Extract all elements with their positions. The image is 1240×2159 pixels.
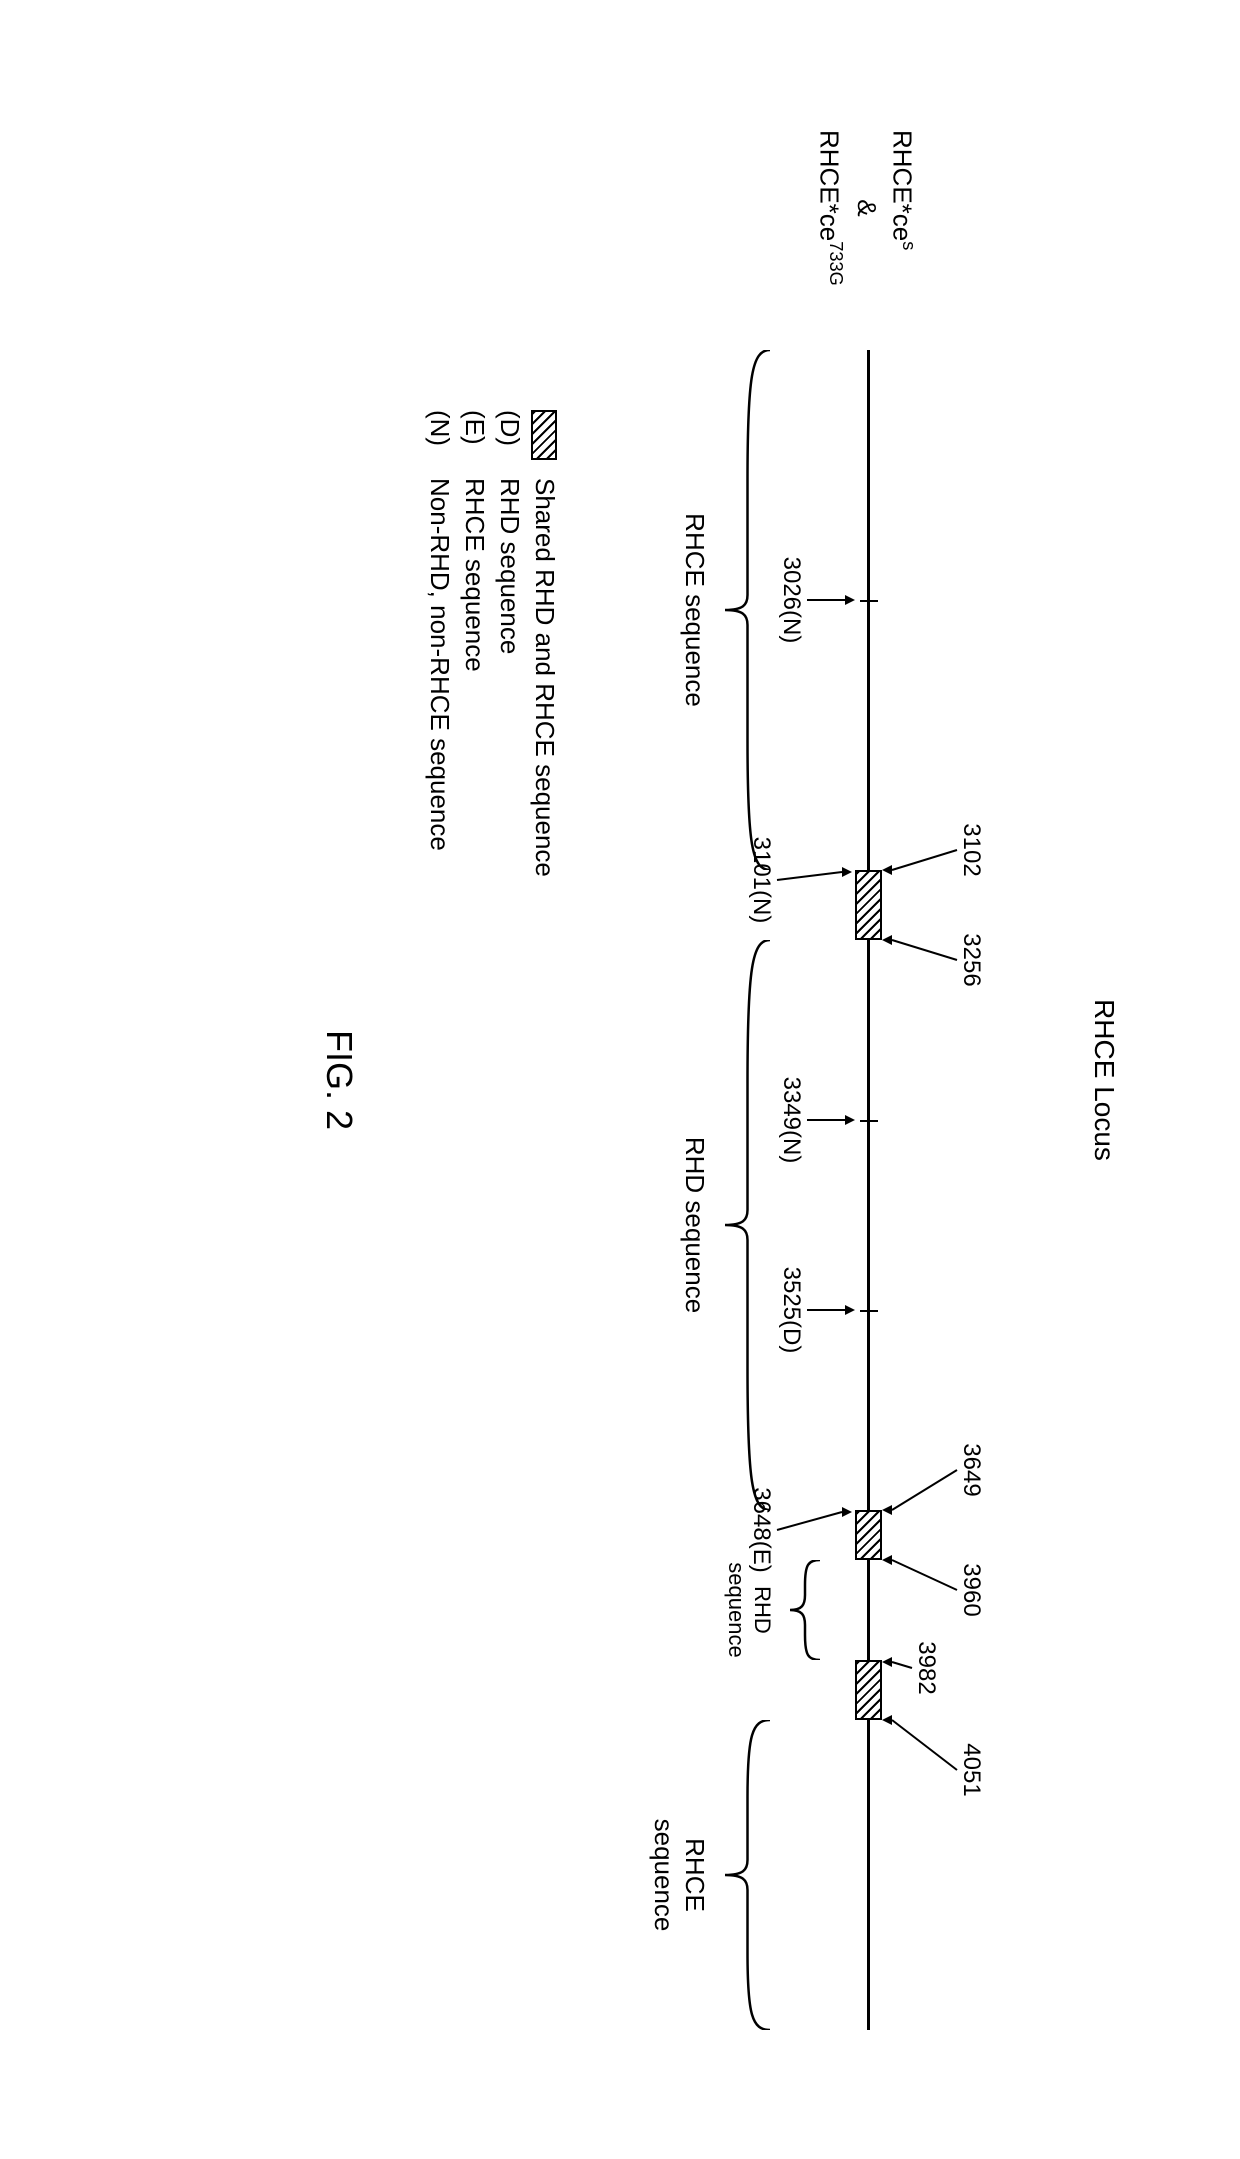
position-label: 3026(N) (777, 556, 805, 643)
legend-row: (N) Non-RHD, non-RHCE sequence (424, 410, 455, 877)
legend: Shared RHD and RHCE sequence (D) RHD seq… (420, 410, 560, 877)
allele-labels: RHCE*ces & RHCE*ce733G (811, 130, 920, 286)
position-label: 3525(D) (777, 1266, 805, 1353)
arrow-line (882, 1462, 957, 1518)
hatched-region (855, 870, 882, 940)
position-label: 3649 (957, 1443, 985, 1496)
arrow-line (882, 1712, 957, 1778)
position-label: 4051 (957, 1743, 985, 1796)
arrow-line (882, 842, 957, 878)
legend-row: Shared RHD and RHCE sequence (529, 410, 560, 877)
legend-code: (N) (424, 410, 455, 460)
legend-code: (E) (459, 410, 490, 460)
position-label: 3102 (957, 823, 985, 876)
brace (770, 1560, 820, 1660)
brace (705, 350, 770, 870)
position-label: 3349(N) (777, 1076, 805, 1163)
axis-tick (860, 600, 878, 602)
allele-1: RHCE*ces (885, 130, 920, 286)
figure-container: RHCE Locus RHCE*ces & RHCE*ce733G 3102 32… (120, 130, 1120, 2030)
hatched-region (855, 1660, 882, 1720)
legend-label: RHCE sequence (459, 478, 490, 672)
brace-label: RHCE sequence (679, 513, 710, 707)
hatched-swatch (532, 410, 558, 460)
brace-label: RHD sequence (679, 1136, 710, 1312)
arrow-line (882, 1654, 912, 1676)
allele-amp: & (849, 130, 883, 286)
legend-row: (E) RHCE sequence (459, 410, 490, 877)
legend-label: Non-RHD, non-RHCE sequence (424, 478, 455, 851)
legend-row: (D) RHD sequence (494, 410, 525, 877)
brace-label: RHD sequence (723, 1555, 775, 1665)
legend-code: (D) (494, 410, 525, 460)
allele-2: RHCE*ce733G (811, 130, 846, 286)
brace-label: RHCE sequence (648, 1787, 710, 1962)
arrow-line (777, 1504, 852, 1538)
arrow-line (777, 864, 852, 888)
brace (705, 940, 770, 1510)
position-label: 3982 (912, 1641, 940, 1694)
legend-label: Shared RHD and RHCE sequence (529, 478, 560, 877)
axis-tick (860, 1120, 878, 1122)
axis-tick (860, 1310, 878, 1312)
locus-diagram: 3102325636493960398240513026(N)3101(N)33… (620, 350, 1020, 2050)
legend-label: RHD sequence (494, 478, 525, 654)
arrow-line (882, 932, 957, 968)
arrow-line (807, 1112, 855, 1128)
arrow-line (882, 1552, 957, 1598)
figure-caption: FIG. 2 (318, 1029, 360, 1129)
hatched-region (855, 1510, 882, 1560)
position-label: 3960 (957, 1563, 985, 1616)
arrow-line (807, 1302, 855, 1318)
locus-title: RHCE Locus (1088, 130, 1120, 2030)
brace (705, 1720, 770, 2030)
position-label: 3256 (957, 933, 985, 986)
arrow-line (807, 592, 855, 608)
